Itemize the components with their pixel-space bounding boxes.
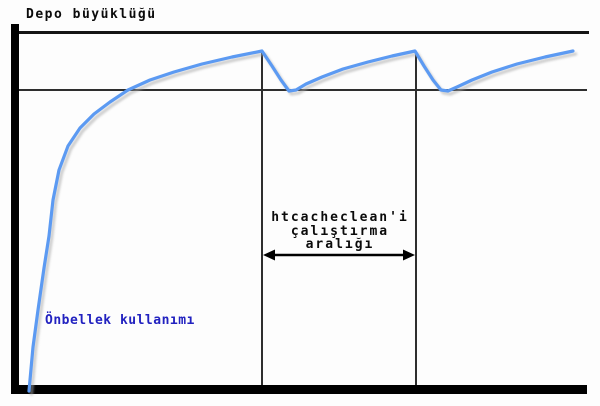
cache-usage-curve-label: Önbellek kullanımı [45,313,195,328]
htcacheclean-interval-label: htcacheclean'i çalıştırma aralığı [271,210,409,252]
chart-title: Depo büyüklüğü [26,7,157,22]
y-axis [11,24,19,394]
cache-usage-curve [27,49,575,393]
top-border-line [19,31,589,34]
x-axis [11,385,587,394]
interval-arrow-left-head [263,249,275,261]
interval-arrow-right-head [403,249,415,261]
